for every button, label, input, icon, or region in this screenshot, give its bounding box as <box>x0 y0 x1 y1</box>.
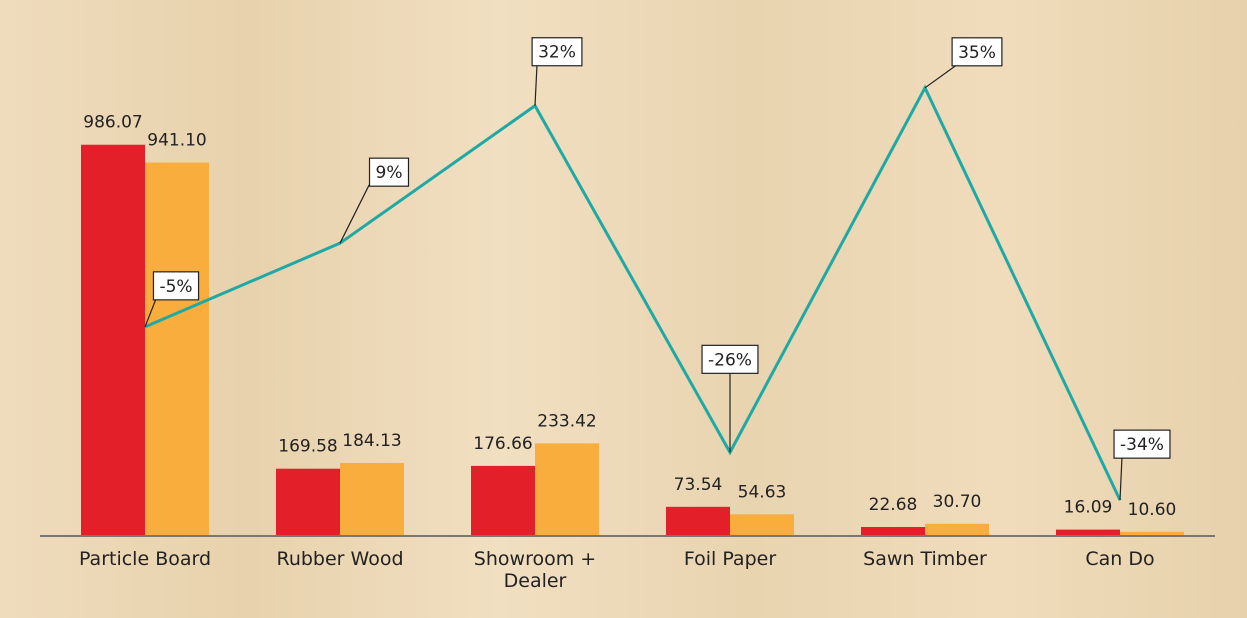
x-tick-label: Foil Paper <box>660 548 800 570</box>
line-value-label: -26% <box>708 350 752 370</box>
page: 986.07 169.58 176.66 73.54 22.68 16.09 941.10 1… <box>0 0 1247 618</box>
bar-value-label: 941.10 <box>147 131 206 151</box>
bar <box>81 145 145 536</box>
bar <box>925 524 989 536</box>
bar-value-label: 10.60 <box>1128 500 1177 520</box>
bar-value-label: 233.42 <box>537 411 596 431</box>
line-value-label: -5% <box>159 277 192 297</box>
bar <box>861 527 925 536</box>
bar-value-label: 169.58 <box>278 437 337 457</box>
line-value-label: 32% <box>538 43 576 63</box>
x-tick-label: Rubber Wood <box>270 548 410 570</box>
bar-value-label: 176.66 <box>473 434 532 454</box>
bar-value-label: 30.70 <box>933 492 982 512</box>
bar-value-label: 184.13 <box>342 431 401 451</box>
chart: 986.07 169.58 176.66 73.54 22.68 16.09 941.10 1… <box>0 0 1247 618</box>
bar-value-label: 73.54 <box>674 475 723 495</box>
bar <box>535 443 599 536</box>
bar <box>730 514 794 536</box>
bar <box>145 163 209 536</box>
x-tick-label: Sawn Timber <box>855 548 995 570</box>
bar-value-label: 54.63 <box>738 482 787 502</box>
bar <box>340 463 404 536</box>
x-tick-label: Can Do <box>1050 548 1190 570</box>
bar-value-label: 22.68 <box>869 495 918 515</box>
bar-value-label: 16.09 <box>1064 498 1113 518</box>
line-value-label: 35% <box>958 43 996 63</box>
bar <box>471 466 535 536</box>
x-tick-label: Particle Board <box>75 548 215 570</box>
bar <box>276 469 340 536</box>
bar <box>666 507 730 536</box>
x-tick-label: Showroom + Dealer <box>465 548 605 592</box>
bar-value-label: 986.07 <box>83 113 142 133</box>
line-value-label: -34% <box>1120 435 1164 455</box>
line-value-label: 9% <box>376 163 403 183</box>
